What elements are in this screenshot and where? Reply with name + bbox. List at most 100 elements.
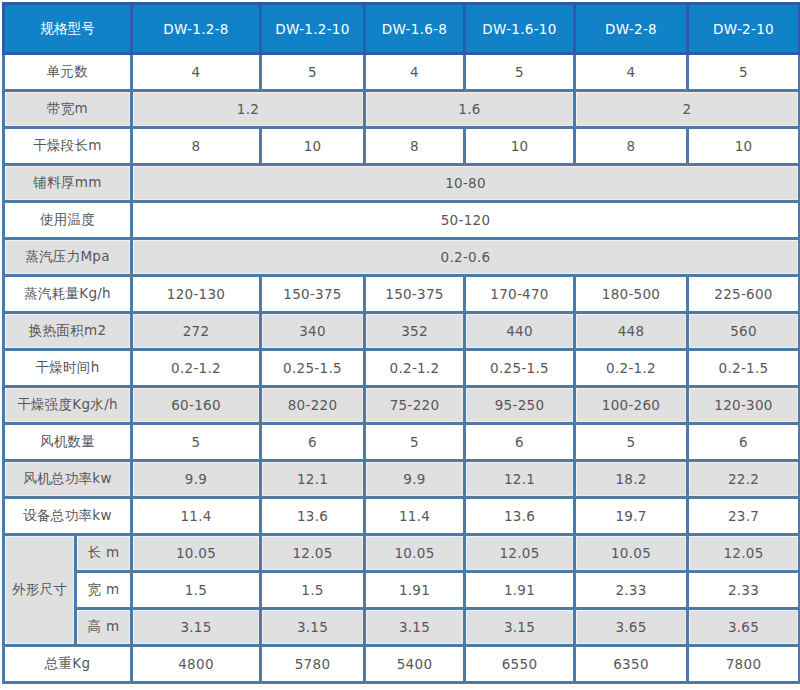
cell: 1.91 (365, 572, 465, 609)
row-label: 蒸汽耗量Kg/h (4, 276, 132, 313)
cell: 5 (365, 424, 465, 461)
cell: 4 (575, 54, 688, 91)
cell: 10 (465, 128, 575, 165)
cell: 23.7 (688, 498, 800, 535)
cell: 9.9 (132, 461, 261, 498)
cell: 2.33 (575, 572, 688, 609)
cell: 150-375 (261, 276, 365, 313)
header-model: DW-2-8 (575, 4, 688, 54)
cell: 11.4 (132, 498, 261, 535)
row-drying-section-length: 干燥段长m 8 10 8 10 8 10 (4, 128, 800, 165)
cell: 4 (365, 54, 465, 91)
row-fan-total-power: 风机总功率kw 9.9 12.1 9.9 12.1 18.2 22.2 (4, 461, 800, 498)
cell: 0.2-1.2 (365, 350, 465, 387)
header-model: DW-1.6-10 (465, 4, 575, 54)
row-fan-count: 风机数量 5 6 5 6 5 6 (4, 424, 800, 461)
cell: 6550 (465, 646, 575, 683)
cell: 0.2-1.2 (575, 350, 688, 387)
header-model: DW-2-10 (688, 4, 800, 54)
cell: 9.9 (365, 461, 465, 498)
cell: 100-260 (575, 387, 688, 424)
cell: 3.15 (465, 609, 575, 646)
cell: 150-375 (365, 276, 465, 313)
cell: 440 (465, 313, 575, 350)
cell-full-span: 10-80 (132, 165, 800, 202)
cell: 5 (575, 424, 688, 461)
cell: 6 (465, 424, 575, 461)
row-label: 设备总功率kw (4, 498, 132, 535)
row-steam-consumption: 蒸汽耗量Kg/h 120-130 150-375 150-375 170-470… (4, 276, 800, 313)
row-label-dimensions: 外形尺寸 (4, 535, 76, 646)
cell: 10.05 (132, 535, 261, 572)
cell: 12.05 (261, 535, 365, 572)
cell: 5 (132, 424, 261, 461)
row-label: 风机总功率kw (4, 461, 132, 498)
row-drying-time: 干燥时间h 0.2-1.2 0.25-1.5 0.2-1.2 0.25-1.5 … (4, 350, 800, 387)
cell: 1.91 (465, 572, 575, 609)
cell: 8 (575, 128, 688, 165)
cell: 6 (688, 424, 800, 461)
cell: 5 (465, 54, 575, 91)
row-sublabel: 宽 m (76, 572, 132, 609)
row-belt-width: 带宽m 1.2 1.6 2 (4, 91, 800, 128)
cell: 10 (261, 128, 365, 165)
cell: 4 (132, 54, 261, 91)
cell: 120-130 (132, 276, 261, 313)
cell: 0.2-1.2 (132, 350, 261, 387)
cell: 448 (575, 313, 688, 350)
cell: 18.2 (575, 461, 688, 498)
cell-full-span: 50-120 (132, 202, 800, 239)
cell: 60-160 (132, 387, 261, 424)
cell: 272 (132, 313, 261, 350)
cell: 3.65 (688, 609, 800, 646)
cell: 225-600 (688, 276, 800, 313)
cell: 560 (688, 313, 800, 350)
cell: 6 (261, 424, 365, 461)
cell: 2.33 (688, 572, 800, 609)
row-dimension-length: 外形尺寸 长 m 10.05 12.05 10.05 12.05 10.05 1… (4, 535, 800, 572)
cell: 12.05 (688, 535, 800, 572)
row-label: 换热面积m2 (4, 313, 132, 350)
cell: 120-300 (688, 387, 800, 424)
header-model: DW-1.2-10 (261, 4, 365, 54)
row-label: 干燥段长m (4, 128, 132, 165)
row-steam-pressure: 蒸汽压力Mpa 0.2-0.6 (4, 239, 800, 276)
row-label: 干燥强度Kg水/h (4, 387, 132, 424)
cell: 4800 (132, 646, 261, 683)
cell: 5 (261, 54, 365, 91)
cell: 5400 (365, 646, 465, 683)
cell: 0.2-1.5 (688, 350, 800, 387)
row-label: 单元数 (4, 54, 132, 91)
row-drying-intensity: 干燥强度Kg水/h 60-160 80-220 75-220 95-250 10… (4, 387, 800, 424)
cell: 7800 (688, 646, 800, 683)
row-material-thickness: 铺料厚mm 10-80 (4, 165, 800, 202)
row-label: 带宽m (4, 91, 132, 128)
cell: 75-220 (365, 387, 465, 424)
row-label: 干燥时间h (4, 350, 132, 387)
header-model: DW-1.6-8 (365, 4, 465, 54)
row-heat-exchange-area: 换热面积m2 272 340 352 440 448 560 (4, 313, 800, 350)
row-dimension-height: 高 m 3.15 3.15 3.15 3.15 3.65 3.65 (4, 609, 800, 646)
cell: 1.5 (261, 572, 365, 609)
spec-table: 规格型号 DW-1.2-8 DW-1.2-10 DW-1.6-8 DW-1.6-… (2, 2, 800, 684)
cell: 1.5 (132, 572, 261, 609)
cell: 10.05 (575, 535, 688, 572)
cell: 0.25-1.5 (465, 350, 575, 387)
cell: 5780 (261, 646, 365, 683)
header-model: DW-1.2-8 (132, 4, 261, 54)
header-row: 规格型号 DW-1.2-8 DW-1.2-10 DW-1.6-8 DW-1.6-… (4, 4, 800, 54)
cell-full-span: 0.2-0.6 (132, 239, 800, 276)
cell: 5 (688, 54, 800, 91)
cell: 0.25-1.5 (261, 350, 365, 387)
cell: 3.65 (575, 609, 688, 646)
cell: 6350 (575, 646, 688, 683)
cell: 12.1 (465, 461, 575, 498)
row-label: 使用温度 (4, 202, 132, 239)
cell: 22.2 (688, 461, 800, 498)
cell: 3.15 (132, 609, 261, 646)
cell: 352 (365, 313, 465, 350)
cell: 3.15 (261, 609, 365, 646)
cell: 8 (365, 128, 465, 165)
row-label: 风机数量 (4, 424, 132, 461)
cell-merged: 1.2 (132, 91, 365, 128)
